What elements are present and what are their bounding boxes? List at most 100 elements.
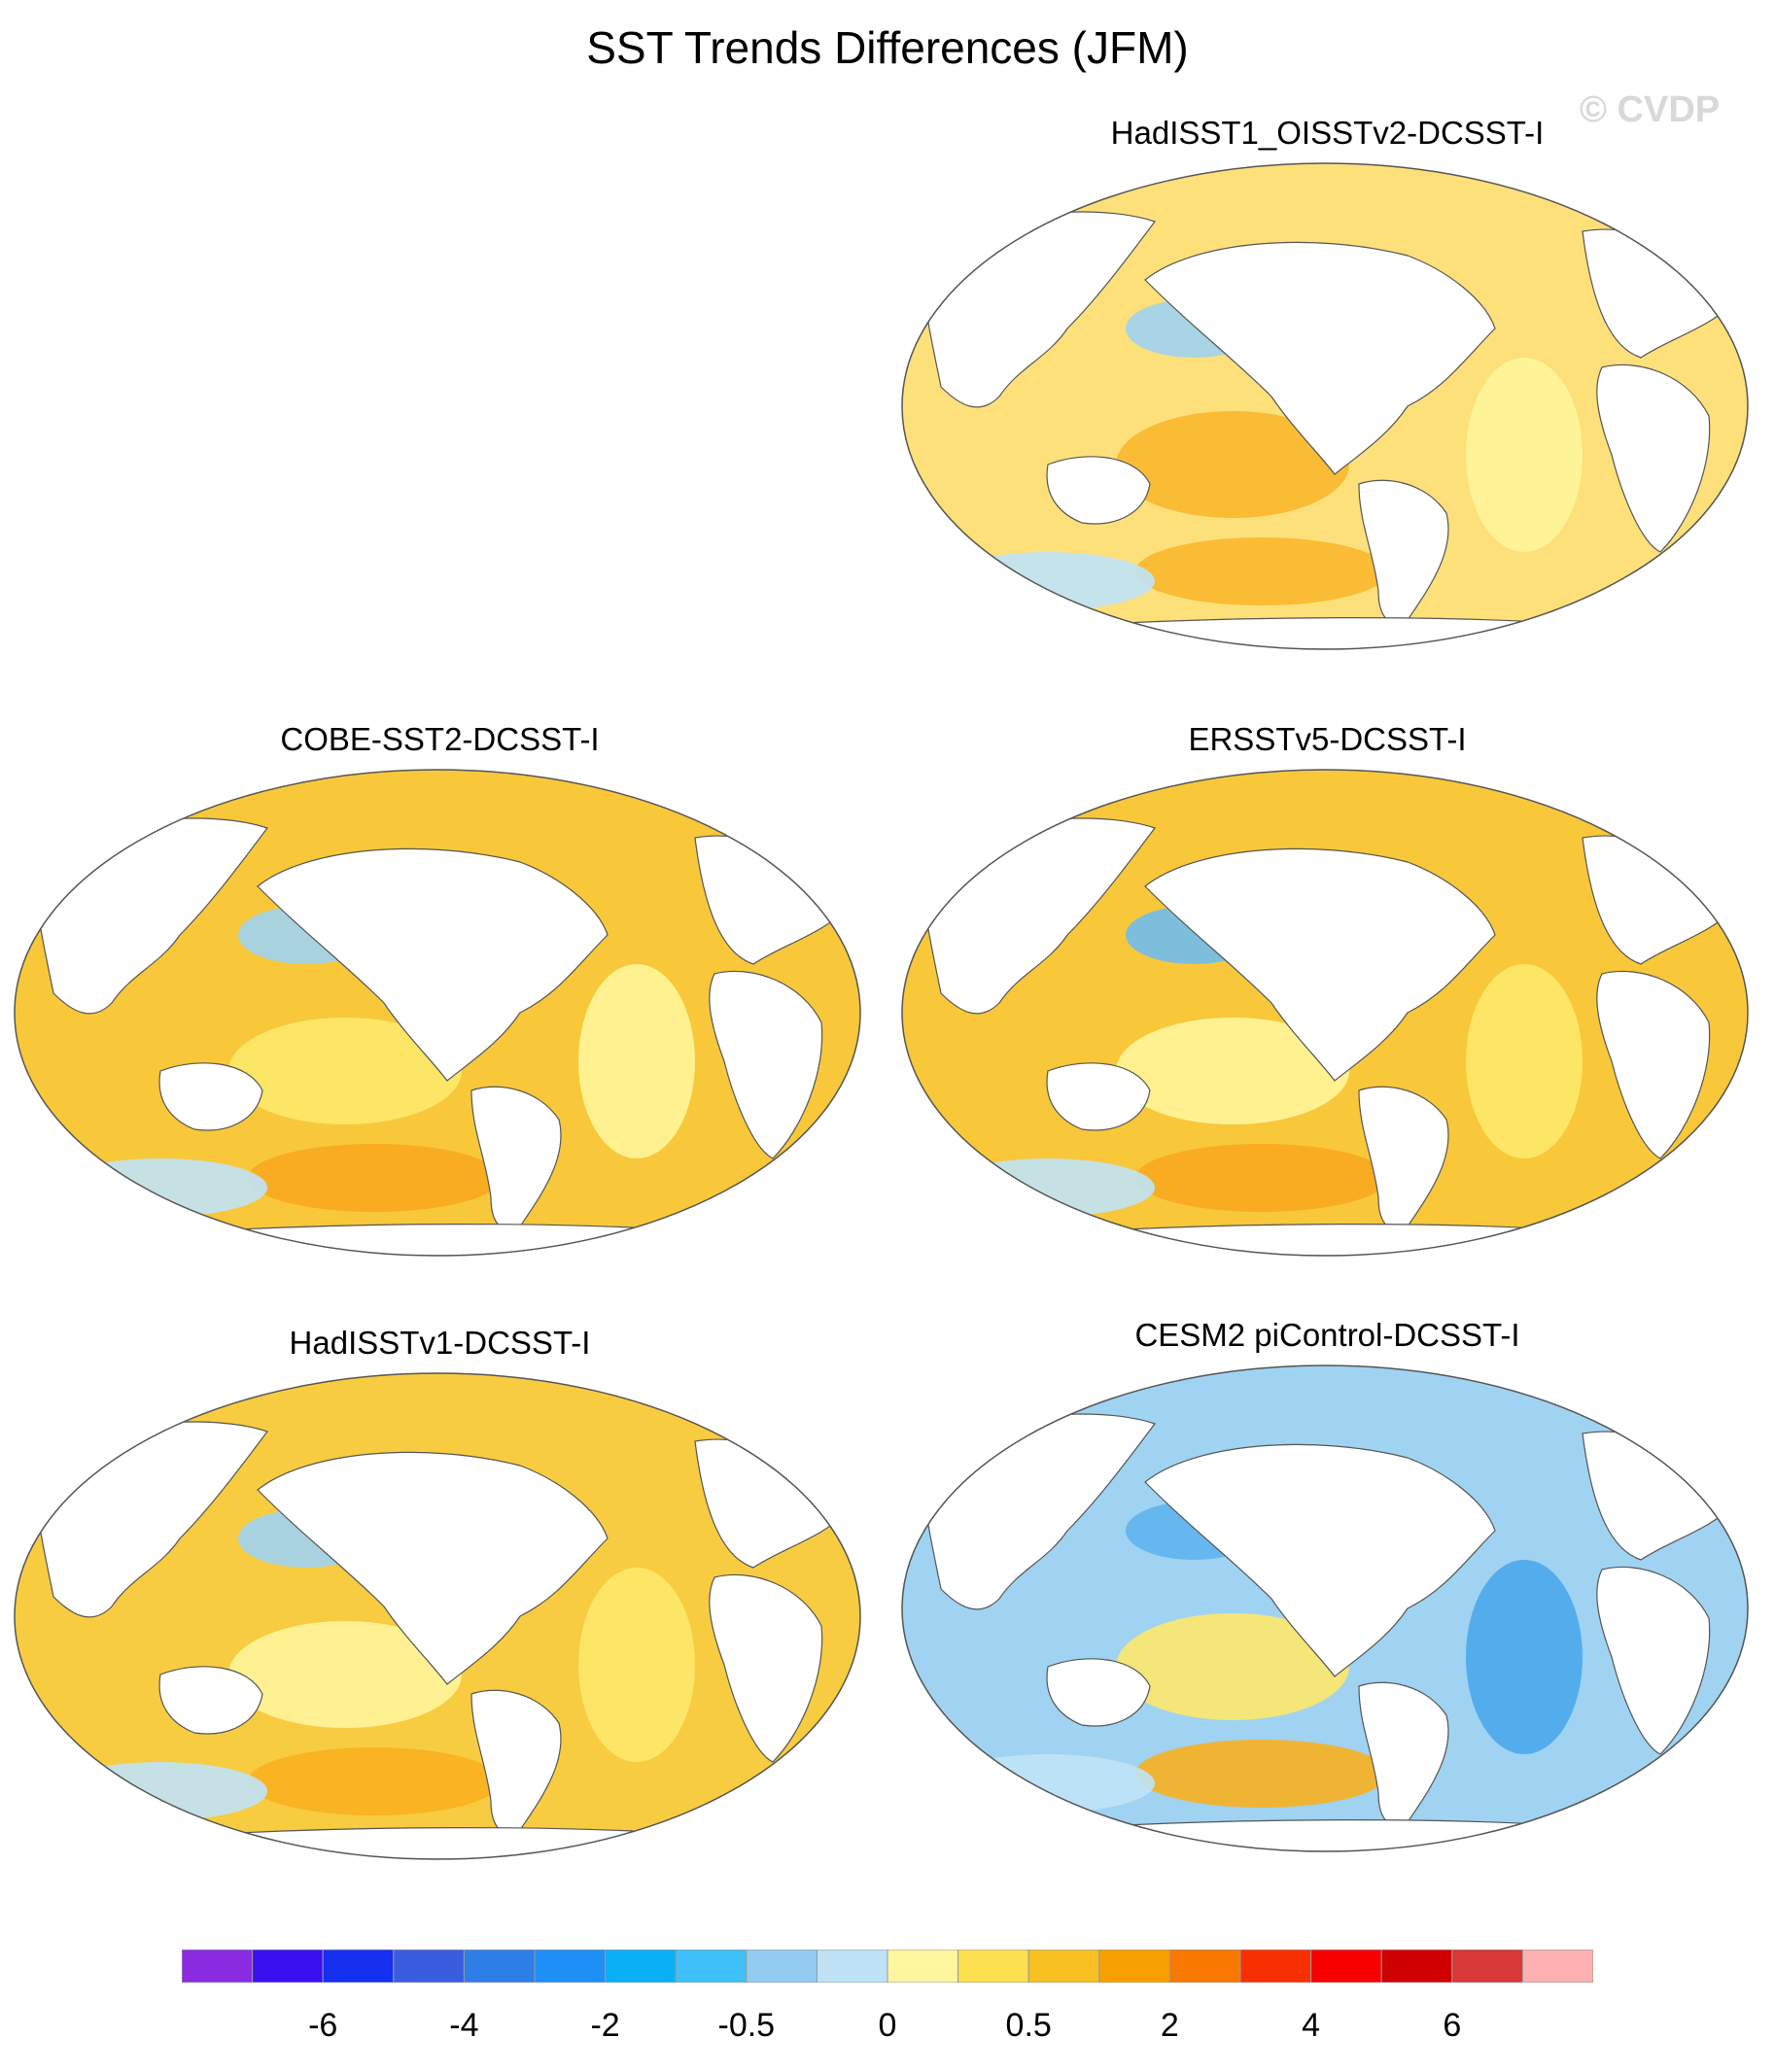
colorbar-box (393, 1950, 465, 1983)
southern-ocean-patch (53, 1762, 267, 1820)
colorbar-box (1168, 1950, 1241, 1983)
colorbar-label: 0.5 (1005, 2007, 1052, 2044)
africa-landmass (1596, 1566, 1711, 1755)
colorbar-box (1451, 1950, 1523, 1983)
southern-ocean-patch (941, 552, 1155, 610)
colorbar-box (1380, 1950, 1453, 1983)
southern-ocean-patch (941, 1158, 1155, 1217)
global-map (901, 162, 1749, 650)
colorbar-label: -4 (449, 2007, 479, 2044)
map-clip (902, 1365, 1748, 1851)
south-pacific-patch (248, 1144, 501, 1212)
antarctica-landmass (129, 1224, 755, 1256)
map-clip (15, 770, 860, 1256)
map-border (901, 1364, 1749, 1852)
panel-title: ERSSTv5-DCSST-I (1188, 721, 1467, 757)
colorbar-label: -6 (308, 2007, 338, 2044)
antarctica-landmass (1017, 617, 1643, 649)
north-america-landmass (1144, 847, 1496, 1082)
colorbar-box (463, 1950, 536, 1983)
africa-landmass (1596, 970, 1711, 1159)
map-clip (902, 770, 1748, 1256)
antarctica-landmass (1017, 1224, 1643, 1256)
colorbar-box (252, 1950, 324, 1983)
colorbar-box (1098, 1950, 1170, 1983)
colorbar-label: -2 (590, 2007, 620, 2044)
global-map (14, 1372, 861, 1860)
north-america-landmass (257, 1451, 609, 1685)
colorbar-label: 2 (1160, 2007, 1179, 2044)
africa-landmass (1596, 363, 1711, 553)
south-america-landmass (1358, 1086, 1449, 1231)
map-frame (14, 769, 861, 1257)
map-frame (901, 1364, 1749, 1852)
map-panel-cobe-sst2: COBE-SST2-DCSST-I (5, 721, 875, 1257)
map-frame (901, 769, 1749, 1257)
australia-landmass (158, 1666, 263, 1735)
pacific-patch (1116, 1613, 1349, 1720)
cvdp-watermark: © CVDP (1580, 89, 1721, 130)
map-border (14, 1372, 861, 1860)
map-clip (902, 163, 1748, 649)
map-border (901, 162, 1749, 650)
colorbar-box (675, 1950, 748, 1983)
south-america-landmass (1358, 479, 1449, 625)
global-map (14, 769, 861, 1257)
colorbar-box (1239, 1950, 1312, 1983)
antarctica-landmass (1017, 1819, 1643, 1851)
colorbar-label: 6 (1443, 2007, 1462, 2044)
south-pacific-patch (1135, 1740, 1388, 1808)
australia-landmass (1046, 1658, 1151, 1727)
map-panel-hadisstv1: HadISSTv1-DCSST-I (5, 1325, 875, 1860)
australia-landmass (1046, 456, 1151, 525)
southern-ocean-patch (53, 1158, 267, 1217)
colorbar-label: 4 (1302, 2007, 1321, 2044)
colorbar-box (746, 1950, 818, 1983)
colorbar-label: 0 (878, 2007, 897, 2044)
colorbar-box (957, 1950, 1029, 1983)
atlantic-patch (578, 964, 695, 1158)
colorbar-box (605, 1950, 677, 1983)
panel-title: COBE-SST2-DCSST-I (280, 721, 600, 757)
pacific-patch (1116, 411, 1349, 518)
africa-landmass (709, 970, 823, 1159)
south-pacific-patch (1135, 537, 1388, 605)
map-clip (15, 1373, 860, 1859)
map-panel-cesm2-picontrol: CESM2 piControl-DCSST-I (892, 1317, 1762, 1852)
panel-title: HadISST1_OISSTv2-DCSST-I (1110, 115, 1545, 151)
colorbar-box (322, 1950, 395, 1983)
colorbar-box (182, 1950, 254, 1983)
pacific-patch (1116, 1018, 1349, 1124)
north-america-landmass (1144, 1443, 1496, 1677)
south-pacific-patch (1135, 1144, 1388, 1212)
australia-landmass (1046, 1062, 1151, 1131)
atlantic-patch (1466, 1560, 1583, 1754)
colorbar-label: -0.5 (717, 2007, 776, 2044)
atlantic-patch (1466, 358, 1583, 552)
colorbar-box (1310, 1950, 1382, 1983)
figure-title: SST Trends Differences (JFM) (586, 22, 1189, 73)
southern-ocean-patch (941, 1754, 1155, 1813)
pacific-patch (228, 1018, 462, 1124)
atlantic-patch (1466, 964, 1583, 1158)
colorbar-box (1521, 1950, 1593, 1983)
australia-landmass (158, 1062, 263, 1131)
panel-title: CESM2 piControl-DCSST-I (1134, 1317, 1520, 1353)
atlantic-patch (578, 1568, 695, 1762)
antarctica-landmass (129, 1827, 755, 1859)
map-panel-ersstv5: ERSSTv5-DCSST-I (892, 721, 1762, 1257)
north-america-landmass (257, 847, 609, 1082)
map-panel-hadisst1-oisstv2: HadISST1_OISSTv2-DCSST-I (892, 115, 1762, 650)
south-america-landmass (1358, 1681, 1449, 1827)
colorbar-box (816, 1950, 888, 1983)
colorbar-box (534, 1950, 607, 1983)
panel-title: HadISSTv1-DCSST-I (289, 1325, 591, 1361)
global-map (901, 769, 1749, 1257)
south-pacific-patch (248, 1747, 501, 1815)
map-frame (14, 1372, 861, 1860)
colorbar-box (887, 1950, 959, 1983)
africa-landmass (709, 1573, 823, 1763)
map-frame (901, 162, 1749, 650)
global-map (901, 1364, 1749, 1852)
colorbar-box (1027, 1950, 1100, 1983)
